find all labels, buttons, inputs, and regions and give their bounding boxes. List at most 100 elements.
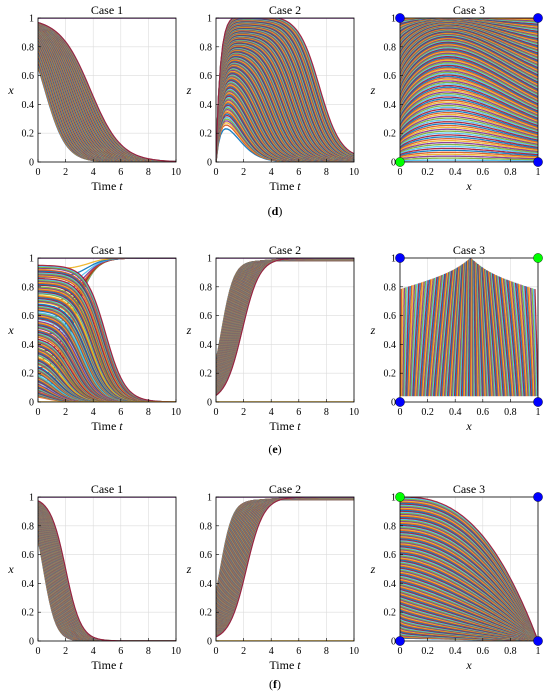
x-tick-label: 8 (324, 407, 329, 418)
series-line (400, 72, 538, 111)
series-line (407, 285, 413, 397)
series-line (400, 128, 538, 146)
series-line (452, 264, 463, 397)
series-line (400, 106, 538, 133)
series-line (445, 268, 457, 397)
series-line (400, 111, 538, 136)
series-line (400, 53, 538, 96)
series-line (400, 49, 538, 92)
series-line (400, 36, 538, 76)
series-line (413, 282, 421, 397)
series-line (400, 48, 538, 91)
x-tick-label: 8 (324, 646, 329, 657)
y-tick-label: 0.2 (22, 129, 35, 140)
series-line (400, 147, 538, 156)
y-tick-label: 0.8 (384, 282, 397, 293)
panel-d-1: 0 2 4 6 8 10 0 0.2 0.4 0.6 0.8 1 Case 1 Time t x (7, 3, 181, 193)
y-tick-label: 0.8 (200, 42, 213, 53)
series-line (506, 279, 518, 397)
y-tick-label: 0.4 (22, 579, 35, 590)
series-line (418, 280, 428, 397)
series-line (451, 265, 462, 397)
y-tick-label: 0.2 (200, 369, 213, 380)
panel-e-2: 0 2 4 6 8 10 0 0.2 0.4 0.6 0.8 1 Case 2 Time t z (186, 243, 359, 433)
x-axis-label: x (465, 179, 472, 193)
series-line (400, 50, 538, 93)
y-axis-label: z (370, 83, 376, 97)
series-line (400, 36, 538, 77)
series-line (513, 282, 524, 397)
x-tick-label: 0.4 (449, 646, 462, 657)
series-line (401, 288, 404, 397)
x-tick-label: 4 (91, 646, 96, 657)
series-line (514, 282, 525, 397)
series-line (524, 285, 532, 397)
series-line (400, 40, 538, 82)
series-line (400, 39, 538, 80)
series-line (400, 99, 538, 129)
series-line (483, 268, 494, 397)
x-tick-label: 0.2 (421, 407, 434, 418)
series-line (495, 275, 508, 397)
series-line (400, 159, 538, 162)
y-axis-label: z (186, 83, 192, 97)
series-line (424, 277, 436, 397)
series-line (409, 284, 416, 397)
x-axis-label: Time t (91, 179, 123, 193)
series-line (500, 277, 513, 397)
series-line (400, 130, 538, 147)
series-line (447, 267, 459, 397)
series-line (482, 268, 492, 397)
y-tick-label: 0.4 (384, 579, 397, 590)
series-line (400, 67, 538, 107)
x-tick-label: 0.8 (504, 646, 517, 657)
series-line (432, 274, 445, 397)
y-tick-label: 0.6 (200, 550, 213, 561)
x-tick-label: 0.6 (477, 167, 490, 178)
series-line (478, 265, 487, 397)
y-axis-label: x (7, 323, 14, 337)
series-line (400, 86, 538, 121)
series-line (400, 83, 538, 119)
series-line (509, 280, 521, 397)
trajectories (400, 497, 538, 641)
series-line (522, 285, 531, 397)
series-line (499, 276, 512, 397)
y-tick-label: 0 (29, 398, 34, 409)
x-tick-label: 0.6 (477, 646, 490, 657)
series-line (400, 92, 538, 125)
x-tick-label: 8 (324, 167, 329, 178)
row-label: (e) (268, 442, 281, 456)
x-tick-label: 1 (536, 167, 541, 178)
series-line (400, 34, 538, 74)
x-tick-label: 0 (36, 167, 41, 178)
x-axis-label: Time t (269, 419, 301, 433)
series-line (479, 266, 489, 397)
x-tick-label: 10 (171, 646, 181, 657)
y-tick-label: 0.4 (384, 100, 397, 111)
series-line (400, 288, 403, 397)
series-line (400, 75, 538, 113)
series-line (417, 280, 427, 397)
series-line (428, 276, 440, 397)
series-line (38, 21, 176, 162)
x-axis-label: Time t (91, 419, 123, 433)
series-line (400, 132, 538, 148)
series-line (429, 275, 442, 397)
series-line (525, 286, 533, 397)
series-line (400, 68, 538, 108)
y-tick-label: 0.8 (384, 42, 397, 53)
y-tick-label: 0 (391, 398, 396, 409)
row-label: (f) (269, 677, 281, 691)
series-line (400, 77, 538, 114)
y-axis-label: x (7, 83, 14, 97)
x-tick-label: 0.6 (477, 407, 490, 418)
y-tick-label: 1 (207, 493, 212, 504)
series-line (400, 64, 538, 105)
series-line (485, 269, 496, 397)
y-tick-label: 0.6 (200, 311, 213, 322)
y-tick-label: 0.2 (200, 129, 213, 140)
series-line (480, 266, 490, 397)
panel-e-3: 0 0.2 0.4 0.6 0.8 1 0 0.2 0.4 0.6 0.8 1 Case 3 x z (370, 243, 543, 433)
